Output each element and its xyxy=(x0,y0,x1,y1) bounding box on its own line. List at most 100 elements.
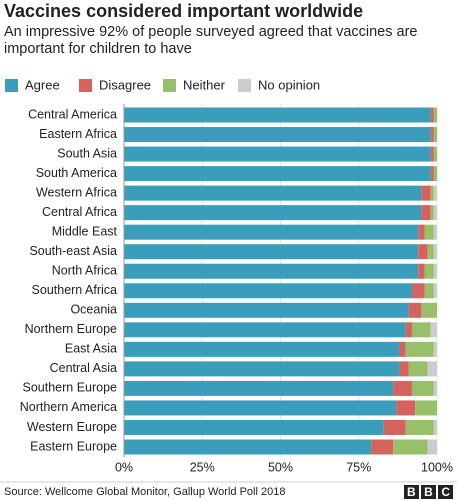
y-tick-label: Northern America xyxy=(20,400,117,414)
x-tick-label: 25% xyxy=(190,460,215,474)
y-tick-label: South America xyxy=(36,166,117,180)
bar-segment xyxy=(383,419,406,435)
bar-segment xyxy=(405,322,412,338)
bar-segment xyxy=(427,361,437,377)
legend-label: No opinion xyxy=(258,77,320,92)
bar-segment xyxy=(433,419,437,435)
bar-segment xyxy=(396,400,416,416)
bar-segment xyxy=(433,146,437,162)
bar-segment xyxy=(430,127,434,143)
bar-segment xyxy=(124,224,419,240)
bar-segment xyxy=(124,283,412,299)
bar-segment xyxy=(408,302,422,318)
bar-segment xyxy=(418,244,428,260)
bar-segment xyxy=(430,185,434,201)
bar-segment xyxy=(124,244,419,260)
bar-segment xyxy=(415,400,437,416)
legend-label: Neither xyxy=(183,77,226,92)
bar-segment xyxy=(433,263,437,279)
y-tick-label: Northern Europe xyxy=(25,322,117,336)
bar-segment xyxy=(433,127,437,143)
bar-segment xyxy=(433,205,437,221)
bar-segment xyxy=(418,224,425,240)
bar-segment xyxy=(430,166,434,182)
bar-segment xyxy=(405,341,434,357)
bar-segment xyxy=(433,283,437,299)
bar-segment xyxy=(411,283,425,299)
bar-segment xyxy=(424,283,434,299)
y-tick-label: Western Europe xyxy=(27,420,117,434)
bar-segment xyxy=(433,166,437,182)
bar-segment xyxy=(393,380,412,396)
bar-segment xyxy=(433,341,437,357)
x-tick-label: 100% xyxy=(421,460,453,474)
bar-segment xyxy=(424,224,434,240)
legend-label: Agree xyxy=(25,77,60,92)
legend-swatch xyxy=(5,79,18,92)
legend-label: Disagree xyxy=(99,77,151,92)
bar-segment xyxy=(408,361,428,377)
source: Source: Wellcome Global Monitor, Gallup … xyxy=(4,486,285,498)
bar-segment xyxy=(421,185,431,201)
y-tick-label: Oceania xyxy=(70,303,117,317)
y-tick-label: Southern Africa xyxy=(32,283,118,297)
legend-swatch xyxy=(79,79,92,92)
bar-segment xyxy=(124,419,384,435)
logo: BBC xyxy=(407,485,457,499)
chart-subtitle: An impressive 92% of people surveyed agr… xyxy=(4,24,418,57)
legend-swatch xyxy=(238,79,251,92)
y-tick-label: Eastern Africa xyxy=(39,127,117,141)
x-tick-label: 75% xyxy=(346,460,371,474)
bar-segment xyxy=(124,263,419,279)
y-tick-label: Middle East xyxy=(52,224,118,238)
bar-segment xyxy=(418,263,425,279)
logo-box xyxy=(404,485,419,499)
y-tick-label: Eastern Europe xyxy=(30,439,117,453)
bar-segment xyxy=(124,146,431,162)
bar-segment xyxy=(124,341,400,357)
bar-segment xyxy=(124,166,431,182)
bar-segment xyxy=(424,263,434,279)
bar-segment xyxy=(421,302,437,318)
bar-segment xyxy=(405,419,434,435)
bar-segment xyxy=(421,205,431,221)
bar-segment xyxy=(430,107,434,123)
logo-box xyxy=(438,485,453,499)
y-tick-label: Western Africa xyxy=(36,185,117,199)
y-tick-label: Southern Europe xyxy=(22,381,117,395)
chart-title: Vaccines considered important worldwide xyxy=(4,1,364,21)
bar-segment xyxy=(371,439,394,455)
bar-segment xyxy=(411,380,434,396)
y-tick-label: North Africa xyxy=(52,264,117,278)
bar-segment xyxy=(433,224,437,240)
bar-segment xyxy=(124,380,394,396)
bar-segment xyxy=(124,107,431,123)
y-tick-label: Central Africa xyxy=(42,205,117,219)
x-tick-label: 50% xyxy=(268,460,293,474)
bar-segment xyxy=(124,205,422,221)
y-tick-label: Central Asia xyxy=(50,361,117,375)
y-tick-label: Central America xyxy=(28,107,117,121)
bar-segment xyxy=(399,361,409,377)
y-tick-label: South Asia xyxy=(57,146,117,160)
bar-segment xyxy=(411,322,431,338)
y-tick-label: East Asia xyxy=(65,342,117,356)
bar-segment xyxy=(399,341,406,357)
bar-segment xyxy=(124,400,397,416)
bar-segment xyxy=(430,322,437,338)
y-tick-label: South-east Asia xyxy=(29,244,117,258)
bar-segment xyxy=(427,439,437,455)
logo-box xyxy=(421,485,436,499)
legend-swatch xyxy=(163,79,176,92)
bar-segment xyxy=(124,185,422,201)
x-tick-label: 0% xyxy=(115,460,133,474)
bar-segment xyxy=(124,322,406,338)
bar-segment xyxy=(433,244,437,260)
bar-segment xyxy=(433,380,437,396)
bar-segment xyxy=(124,127,431,143)
bar-segment xyxy=(124,361,400,377)
bar-segment xyxy=(393,439,428,455)
bar-segment xyxy=(430,146,434,162)
bar-segment xyxy=(433,185,437,201)
